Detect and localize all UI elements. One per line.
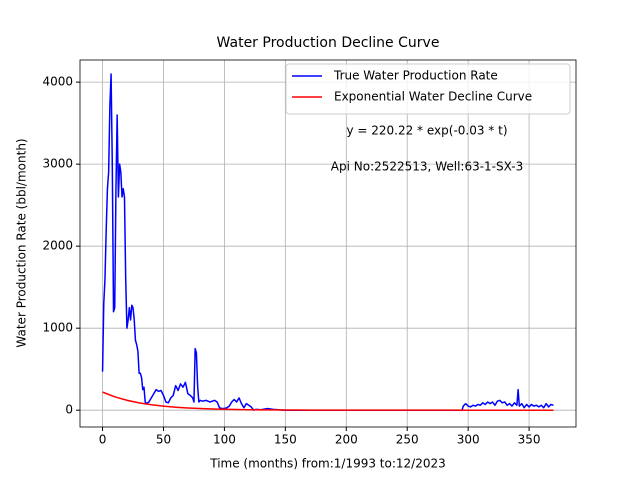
x-axis-label: Time (months) from:1/1993 to:12/2023 <box>209 457 446 471</box>
x-tick-label: 100 <box>213 433 236 447</box>
x-tick-label: 200 <box>335 433 358 447</box>
x-tick-label: 250 <box>396 433 419 447</box>
y-tick-label: 3000 <box>42 157 73 171</box>
y-tick-label: 0 <box>65 403 73 417</box>
series-line <box>102 391 554 411</box>
chart-title: Water Production Decline Curve <box>217 35 440 51</box>
x-tick-label: 0 <box>99 433 107 447</box>
legend-box <box>285 63 571 115</box>
y-tick-label: 2000 <box>42 239 73 253</box>
series-line <box>101 73 554 411</box>
y-tick-label: 4000 <box>42 75 73 89</box>
y-axis-label: Water Production Rate (bbl/month) <box>15 138 29 347</box>
x-tick-label: 150 <box>274 433 297 447</box>
x-tick-label: 300 <box>457 433 480 447</box>
legend-label: Exponential Water Decline Curve <box>334 90 532 104</box>
x-tick-label: 50 <box>156 433 171 447</box>
legend-label: True Water Production Rate <box>333 69 498 83</box>
x-tick-label: 350 <box>518 433 541 447</box>
plot-frame <box>79 59 577 428</box>
y-tick-label: 1000 <box>42 321 73 335</box>
annotation: Api No:2522513, Well:63-1-SX-3 <box>331 160 523 174</box>
annotation: y = 220.22 * exp(-0.03 * t) <box>346 124 507 138</box>
